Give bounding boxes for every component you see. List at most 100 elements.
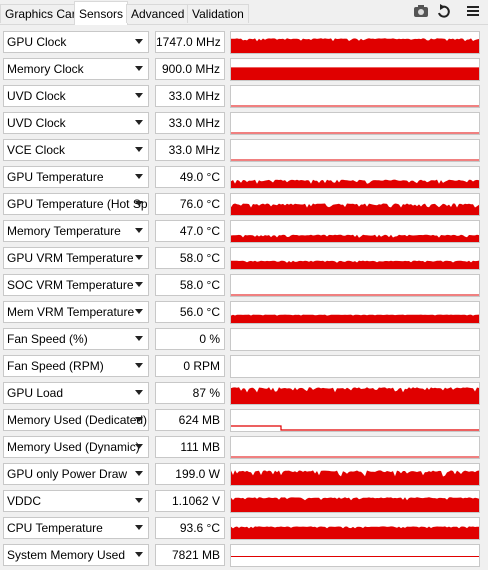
sensor-name[interactable]: GPU Temperature (Hot Spot)	[3, 193, 149, 215]
dropdown-arrow[interactable]	[135, 336, 143, 341]
graph-plot	[231, 329, 479, 350]
dropdown-arrow[interactable]	[135, 363, 143, 368]
dropdown-arrow[interactable]	[135, 552, 143, 557]
sensor-row: VCE Clock 33.0 MHz	[0, 137, 488, 164]
sensor-row: UVD Clock 33.0 MHz	[0, 83, 488, 110]
tab[interactable]: Validation	[187, 4, 249, 23]
camera-icon[interactable]	[414, 5, 428, 17]
sensor-row: VDDC 1.1062 V	[0, 488, 488, 515]
sensor-name[interactable]: Fan Speed (RPM)	[3, 355, 149, 377]
sensor-name[interactable]: SOC VRM Temperature	[3, 274, 149, 296]
sensor-row: Fan Speed (%) 0 %	[0, 326, 488, 353]
sensor-value: 93.6 °C	[155, 517, 225, 539]
refresh-icon[interactable]	[438, 4, 450, 18]
sensor-name[interactable]: UVD Clock	[3, 85, 149, 107]
sensor-label: VCE Clock	[7, 143, 66, 157]
sensor-value: 33.0 MHz	[155, 85, 225, 107]
sensor-name[interactable]: Memory Clock	[3, 58, 149, 80]
sensor-graph	[230, 220, 480, 243]
sensor-value: 33.0 MHz	[155, 112, 225, 134]
dropdown-arrow[interactable]	[135, 147, 143, 152]
menu-icon[interactable]	[467, 6, 479, 16]
tab[interactable]: Sensors	[74, 1, 129, 25]
graph-plot	[231, 470, 479, 485]
sensor-graph	[230, 328, 480, 351]
sensor-name[interactable]: CPU Temperature	[3, 517, 149, 539]
sensor-name[interactable]: VDDC	[3, 490, 149, 512]
sensor-name[interactable]: GPU only Power Draw	[3, 463, 149, 485]
sensor-label: Memory Used (Dedicated)	[7, 413, 148, 427]
sensor-row: Memory Used (Dynamic) 111 MB	[0, 434, 488, 461]
sensor-graph	[230, 409, 480, 432]
dropdown-arrow[interactable]	[135, 39, 143, 44]
dropdown-arrow[interactable]	[135, 201, 143, 206]
sensor-label: UVD Clock	[7, 89, 66, 103]
dropdown-arrow[interactable]	[135, 525, 143, 530]
dropdown-arrow[interactable]	[135, 309, 143, 314]
sensor-graph	[230, 166, 480, 189]
sensor-name[interactable]: GPU VRM Temperature	[3, 247, 149, 269]
sensor-row: CPU Temperature 93.6 °C	[0, 515, 488, 542]
dropdown-arrow[interactable]	[135, 498, 143, 503]
sensor-value: 58.0 °C	[155, 247, 225, 269]
sensor-row: Memory Used (Dedicated) 624 MB	[0, 407, 488, 434]
sensor-value: 624 MB	[155, 409, 225, 431]
sensor-row: UVD Clock 33.0 MHz	[0, 110, 488, 137]
sensor-label: GPU Temperature (Hot Spot)	[7, 197, 149, 211]
sensor-name[interactable]: Memory Used (Dynamic)	[3, 436, 149, 458]
sensor-row: Memory Clock 900.0 MHz	[0, 56, 488, 83]
sensor-label: GPU Clock	[7, 35, 67, 49]
graph-plot	[231, 159, 479, 161]
graph-plot	[231, 67, 479, 80]
sensor-name[interactable]: GPU Clock	[3, 31, 149, 53]
sensor-name[interactable]: System Memory Used	[3, 544, 149, 566]
sensor-label: Memory Clock	[7, 62, 84, 76]
sensor-graph	[230, 490, 480, 513]
dropdown-arrow[interactable]	[135, 282, 143, 287]
sensor-label: Memory Temperature	[7, 224, 121, 238]
graph-plot	[231, 294, 479, 296]
dropdown-arrow[interactable]	[135, 66, 143, 71]
dropdown-arrow[interactable]	[135, 93, 143, 98]
sensor-graph	[230, 382, 480, 405]
sensor-name[interactable]: Memory Temperature	[3, 220, 149, 242]
graph-plot	[231, 132, 479, 134]
sensor-value: 58.0 °C	[155, 274, 225, 296]
sensor-value: 0 RPM	[155, 355, 225, 377]
tab[interactable]: Graphics Card	[0, 4, 88, 23]
sensor-name[interactable]: Memory Used (Dedicated)	[3, 409, 149, 431]
sensor-label: SOC VRM Temperature	[7, 278, 134, 292]
dropdown-arrow[interactable]	[135, 390, 143, 395]
sensor-graph	[230, 85, 480, 108]
tab-bar: Graphics Card Sensors Advanced Validation	[0, 0, 488, 25]
sensor-value: 49.0 °C	[155, 166, 225, 188]
tab[interactable]: Advanced	[126, 4, 190, 23]
sensor-name[interactable]: VCE Clock	[3, 139, 149, 161]
sensor-name[interactable]: Fan Speed (%)	[3, 328, 149, 350]
dropdown-arrow[interactable]	[135, 417, 143, 422]
graph-plot	[231, 526, 479, 539]
sensor-label: UVD Clock	[7, 116, 66, 130]
sensor-label: Mem VRM Temperature	[7, 305, 135, 319]
dropdown-arrow[interactable]	[135, 471, 143, 476]
sensor-name[interactable]: GPU Temperature	[3, 166, 149, 188]
sensor-value: 900.0 MHz	[155, 58, 225, 80]
sensor-row: Mem VRM Temperature 56.0 °C	[0, 299, 488, 326]
sensor-value: 7821 MB	[155, 544, 225, 566]
sensor-name[interactable]: Mem VRM Temperature	[3, 301, 149, 323]
sensor-name[interactable]: GPU Load	[3, 382, 149, 404]
dropdown-arrow[interactable]	[135, 444, 143, 449]
sensor-row: GPU Load 87 %	[0, 380, 488, 407]
dropdown-arrow[interactable]	[135, 120, 143, 125]
graph-plot	[231, 497, 479, 512]
sensor-label: Fan Speed (%)	[7, 332, 88, 346]
dropdown-arrow[interactable]	[135, 174, 143, 179]
sensor-value: 76.0 °C	[155, 193, 225, 215]
dropdown-arrow[interactable]	[135, 228, 143, 233]
dropdown-arrow[interactable]	[135, 255, 143, 260]
sensor-name[interactable]: UVD Clock	[3, 112, 149, 134]
graph-plot	[231, 425, 479, 431]
sensor-graph	[230, 301, 480, 324]
graph-plot	[231, 105, 479, 107]
